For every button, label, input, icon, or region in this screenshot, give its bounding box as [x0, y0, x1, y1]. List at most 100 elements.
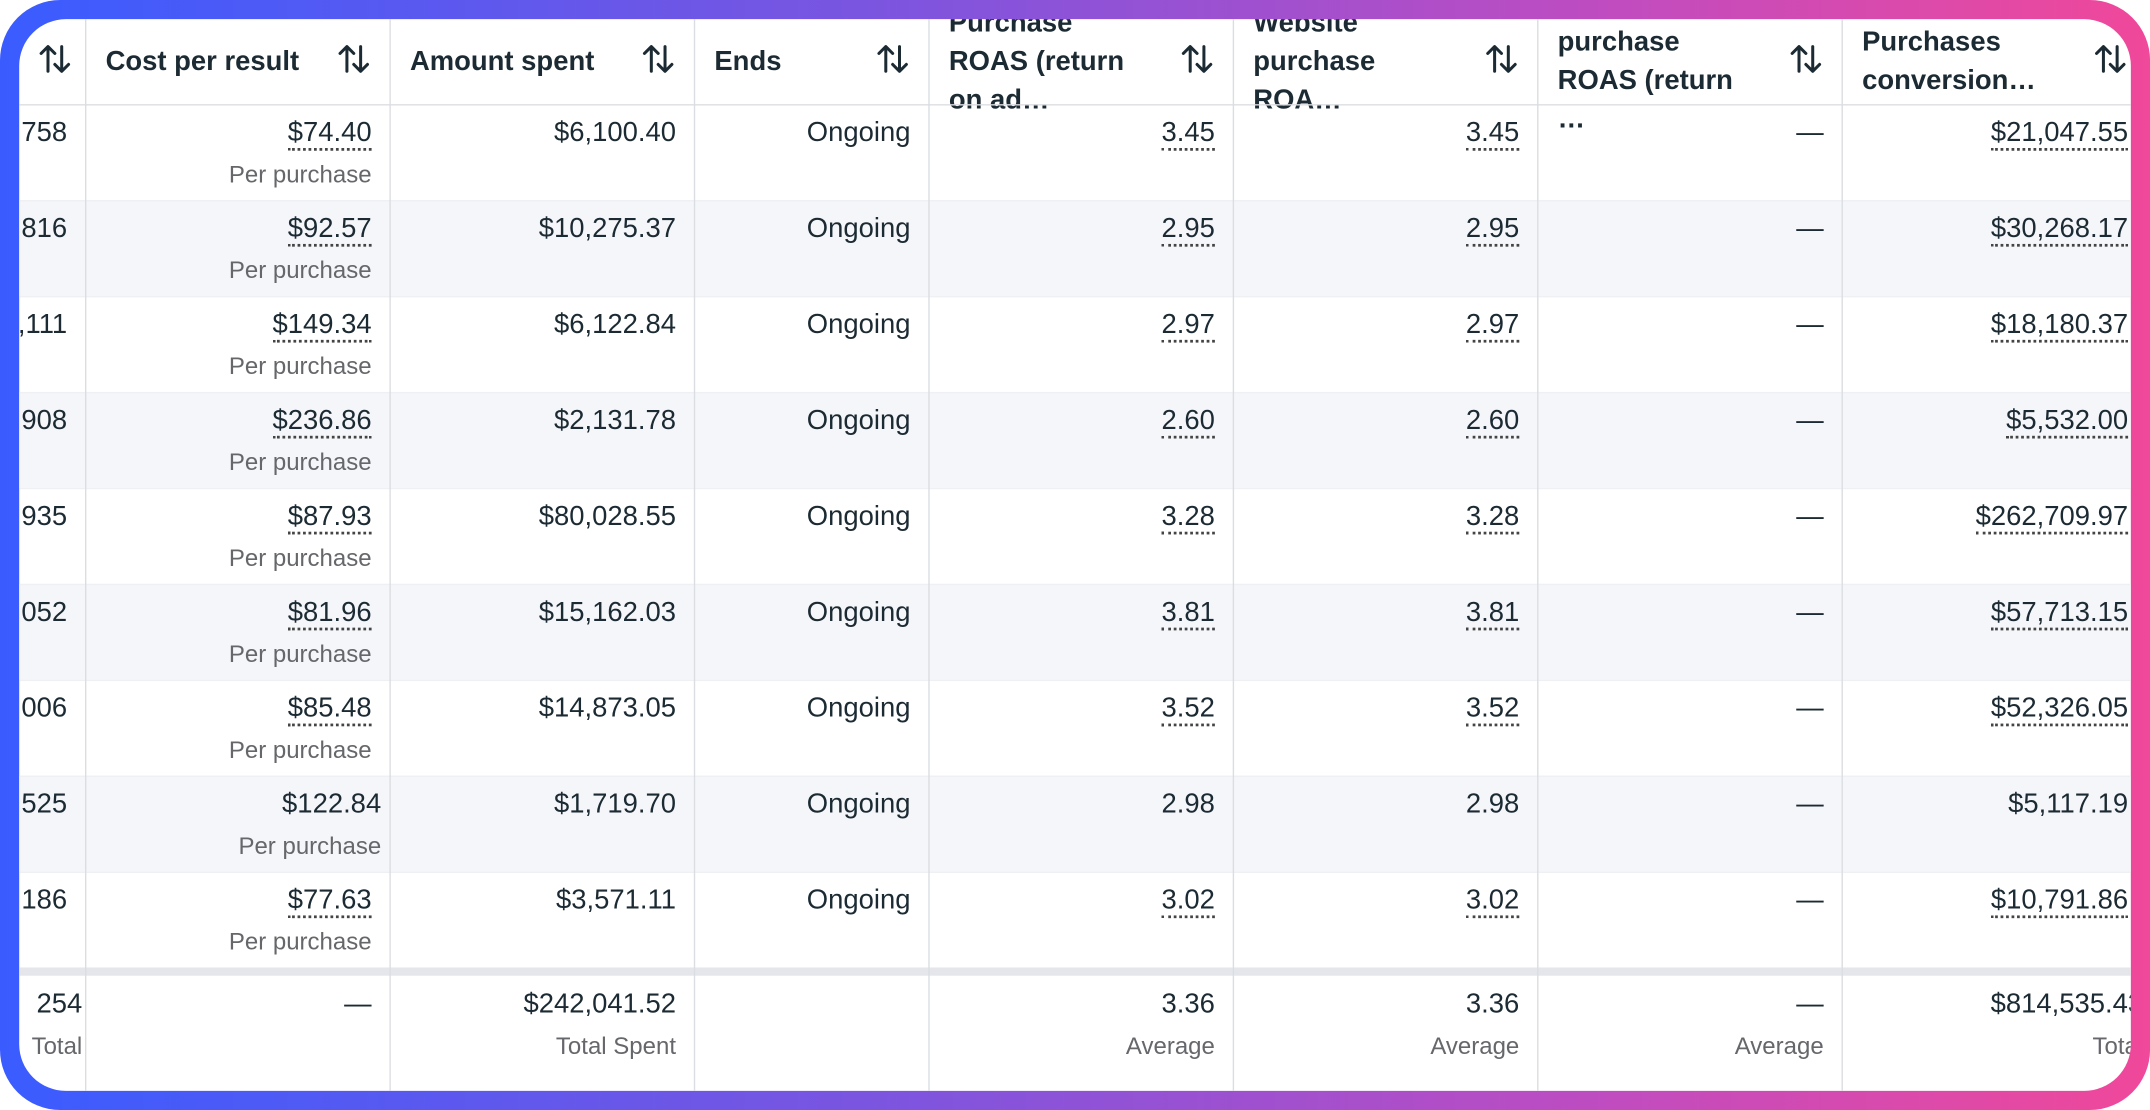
table-cell: 3.81 [928, 597, 1232, 631]
totals-cell: — [85, 989, 389, 1021]
amount-value: $2,131.78 [553, 405, 677, 436]
row-border [19, 487, 2131, 490]
amount-value: $1,719.70 [553, 789, 677, 820]
sort-arrows [2095, 45, 2126, 73]
totals-cell: 3.36 Average [928, 989, 1232, 1060]
table-cell: $77.63 Per purchase [85, 885, 389, 956]
table-cell: $6,122.84 [389, 310, 693, 342]
column-border [928, 19, 930, 1091]
sort-icon[interactable] [1485, 41, 1518, 77]
sort-arrows [1181, 45, 1213, 73]
column-header[interactable]: Cost per result [85, 19, 332, 104]
table-cell: 908 [19, 406, 85, 438]
sort-icon[interactable] [2094, 41, 2127, 77]
table-cell: $30,268.17 [1842, 213, 2131, 247]
web-roas-value: 3.02 [1465, 885, 1520, 919]
app-roas-value: — [1796, 885, 1824, 916]
row-border [19, 871, 2131, 873]
table-cell: $149.34 Per purchase [85, 309, 389, 381]
amount-value: $3,571.11 [556, 885, 677, 916]
column-header[interactable]: Website purchase ROA… [1233, 19, 1480, 115]
first-value: 525 [21, 789, 68, 820]
conversion-value: $52,326.05 [1990, 693, 2129, 727]
web-roas-value: 2.98 [1465, 789, 1520, 820]
column-header[interactable]: Purchases conversion… [1842, 19, 2089, 104]
row-border [19, 296, 2131, 298]
ends-value: Ongoing [806, 213, 911, 244]
cost-value: $149.34 [272, 309, 372, 343]
table-cell: 758 [19, 118, 85, 150]
table-cell: Ongoing [694, 118, 928, 150]
table-cell: 935 [19, 502, 85, 534]
sort-icon[interactable] [1181, 41, 1214, 77]
table-cell: 2.98 [1233, 789, 1537, 821]
conversion-value: $18,180.37 [1990, 309, 2129, 343]
conversion-value: $30,268.17 [1990, 213, 2129, 247]
table-cell: 2.97 [928, 309, 1232, 343]
web-roas-value: 3.81 [1465, 597, 1520, 631]
app-roas-value: — [1796, 597, 1824, 628]
table-cell: $10,791.86 [1842, 885, 2131, 919]
table-cell: — [1537, 693, 1841, 725]
roas-value: 3.81 [1161, 597, 1215, 631]
sort-icon[interactable] [337, 41, 370, 77]
first-value: 935 [21, 501, 68, 532]
conversion-value: $5,532.00 [2006, 405, 2129, 439]
table-cell: $85.48 Per purchase [85, 693, 389, 764]
column-header[interactable]: In-app purchase ROAS (return … [1537, 19, 1784, 134]
conversion-value: $57,713.15 [1990, 597, 2129, 631]
header-text: Ends [714, 46, 782, 77]
table-cell: $92.57 Per purchase [85, 213, 389, 285]
first-value: ,111 [19, 309, 68, 340]
header-text: Purchases conversion… [1862, 27, 2036, 96]
header-text: Purchase ROAS (return on ad… [948, 19, 1125, 116]
app-roas-total: — [1796, 989, 1824, 1020]
sort-icon[interactable] [38, 41, 71, 77]
app-roas-value: — [1796, 117, 1824, 149]
header-text: Cost per result [105, 46, 300, 77]
sort-icon[interactable] [876, 41, 909, 77]
table-cell: 816 [19, 214, 85, 246]
table-cell: — [1537, 214, 1841, 246]
column-header[interactable]: Ends [694, 19, 871, 104]
first-value: 908 [21, 405, 68, 436]
table-cell: $14,873.05 [389, 693, 693, 725]
cost-value: $236.86 [272, 405, 372, 439]
cost-value: $81.96 [287, 597, 372, 631]
app-roas-value: — [1796, 693, 1824, 724]
web-roas-value: 2.95 [1465, 213, 1520, 247]
amount-total: $242,041.52 [523, 989, 677, 1020]
totals-cell: $242,041.52 Total Spent [389, 989, 693, 1060]
header-text: Amount spent [409, 46, 595, 77]
cost-value: $85.48 [287, 693, 372, 727]
table-cell: ,111 [19, 310, 85, 342]
table-cell: $5,117.19 [1842, 789, 2131, 821]
roas-value: 3.02 [1161, 885, 1215, 919]
table-cell: Ongoing [694, 406, 928, 438]
table-cell: $262,709.97 [1842, 501, 2131, 535]
table-cell: 2.60 [1233, 405, 1537, 439]
first-value: 758 [21, 117, 68, 149]
conversion-value: $5,117.19 [2008, 789, 2129, 820]
app-roas-value: — [1796, 501, 1824, 532]
sort-arrows [1486, 45, 1517, 73]
row-border [19, 391, 2131, 394]
row-bg [19, 775, 2131, 872]
table-cell: 3.28 [1233, 501, 1537, 535]
column-header[interactable]: Purchase ROAS (return on ad… [928, 19, 1175, 115]
table-cell: $52,326.05 [1842, 693, 2131, 727]
first-value: 186 [21, 885, 68, 916]
column-header[interactable]: Amount spent [389, 19, 636, 104]
sort-icon[interactable] [642, 41, 675, 77]
cost-value: $74.40 [287, 117, 372, 151]
table-cell: 186 [19, 885, 85, 917]
table-cell: $80,028.55 [389, 502, 693, 534]
header-text: Website purchase ROA… [1253, 19, 1376, 116]
cost-note: Per purchase [228, 544, 372, 572]
first-value: 816 [21, 213, 68, 244]
sort-icon[interactable] [1789, 41, 1822, 77]
table-cell: $3,571.11 [389, 885, 693, 917]
ends-value: Ongoing [806, 405, 911, 436]
sort-arrows [642, 45, 674, 73]
table-cell: Ongoing [694, 885, 928, 917]
